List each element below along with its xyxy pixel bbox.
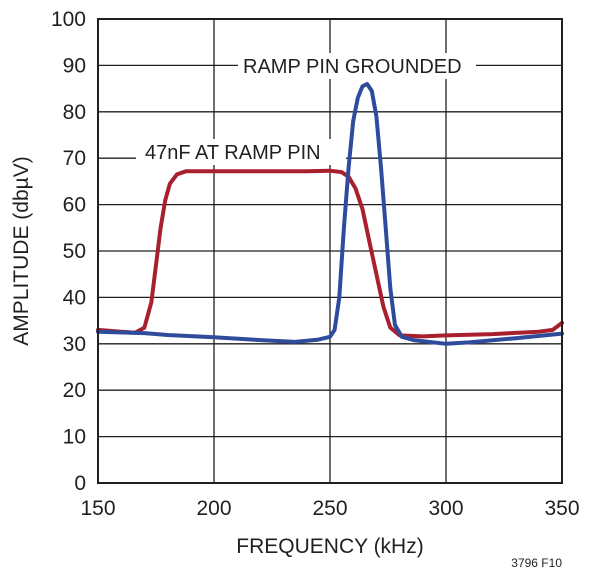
x-tick-label: 250: [312, 497, 347, 520]
y-tick-label: 100: [51, 8, 86, 31]
y-tick-label: 20: [63, 379, 86, 402]
y-tick-label: 50: [63, 240, 86, 263]
x-axis-label: FREQUENCY (kHz): [236, 535, 423, 558]
series-line-ramp-pin-grounded: [96, 82, 564, 346]
annotation-bg-ramp-grounded: [238, 53, 476, 79]
y-tick-label: 30: [63, 333, 86, 356]
x-tick-labels: 150 200 250 300 350: [80, 497, 579, 520]
y-tick-label: 90: [63, 54, 86, 77]
grid: [98, 19, 562, 483]
x-tick-label: 350: [544, 497, 579, 520]
annotation-bg-47nf: [136, 139, 346, 165]
y-tick-label: 10: [63, 426, 86, 449]
y-tick-labels: 0 10 20 30 40 50 60 70 80 90 100: [51, 8, 86, 495]
series-layer: [96, 82, 564, 346]
y-tick-label: 40: [63, 286, 86, 309]
x-tick-label: 200: [196, 497, 231, 520]
plot-frame: [97, 18, 563, 484]
y-tick-label: 80: [63, 101, 86, 124]
y-tick-label: 0: [74, 472, 86, 495]
figure-id: 3796 F10: [511, 556, 562, 570]
x-tick-label: 150: [80, 497, 115, 520]
x-tick-label: 300: [428, 497, 463, 520]
y-axis-label: AMPLITUDE (dbµV): [10, 156, 33, 345]
annotation-ramp-pin-grounded: RAMP PIN GROUNDED: [243, 56, 462, 78]
series-line-47nf-at-ramp-pin: [96, 168, 564, 339]
y-tick-label: 60: [63, 194, 86, 217]
annotation-47nf-at-ramp-pin: 47nF AT RAMP PIN: [145, 142, 321, 164]
y-tick-label: 70: [63, 147, 86, 170]
